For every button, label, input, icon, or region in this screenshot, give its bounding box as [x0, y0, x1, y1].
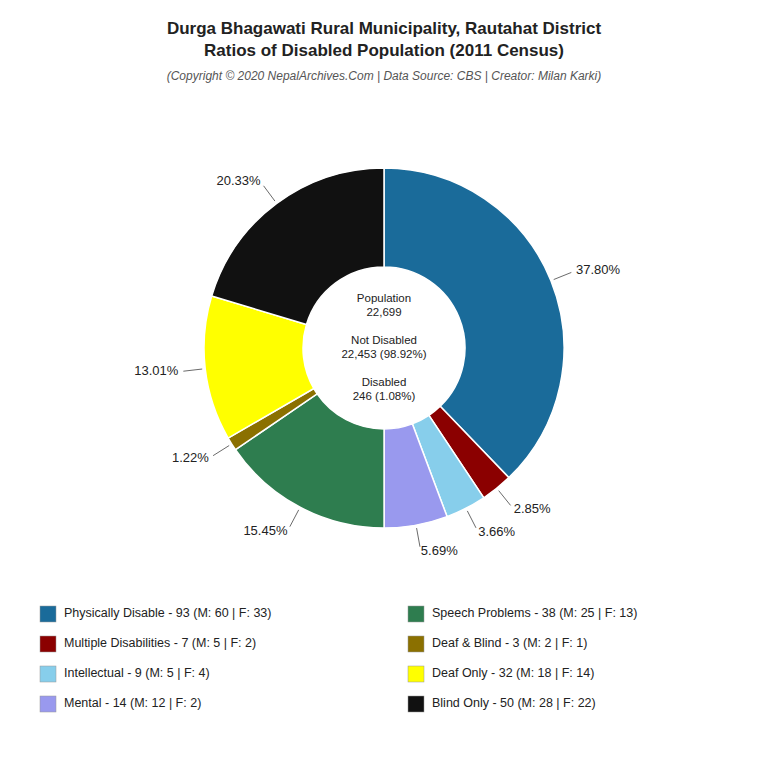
data-label: 5.69%: [421, 543, 458, 558]
legend-swatch: [408, 696, 424, 712]
title: Durga Bhagawati Rural Municipality, Raut…: [167, 19, 602, 60]
background: [0, 0, 768, 768]
data-label: 1.22%: [172, 450, 209, 465]
data-label: 20.33%: [217, 173, 262, 188]
leader-line: [183, 369, 202, 371]
slice-labels: 37.80% 2.85% 3.66% 5.69% 15.45% 1.22% 13.01% 20…: [134, 173, 620, 558]
leader-line: [264, 186, 275, 201]
legend: Physically Disable - 93 (M: 60 | F: 33) M…: [40, 606, 637, 712]
data-label: 2.85%: [514, 501, 551, 516]
leader-line: [499, 491, 511, 506]
legend-swatch: [40, 696, 56, 712]
title-line: Durga Bhagawati Rural Municipality, Raut…: [167, 19, 602, 38]
annotation-line: 22,453 (98.92%): [341, 348, 426, 360]
slice: [384, 424, 447, 528]
chart: Durga Bhagawati Rural Municipality, Raut…: [0, 0, 768, 768]
legend-entry: Physically Disable - 93 (M: 60 | F: 33): [64, 606, 271, 620]
legend-entry: Speech Problems - 38 (M: 25 | F: 13): [432, 606, 637, 620]
legend-swatch: [408, 606, 424, 622]
legend-entry: Multiple Disabilities - 7 (M: 5 | F: 2): [64, 636, 256, 650]
leader-line: [467, 511, 476, 528]
legend-entry: Mental - 14 (M: 12 | F: 2): [64, 696, 201, 710]
data-label: 15.45%: [243, 523, 288, 538]
annotation-line: Disabled: [362, 376, 407, 388]
legend-swatch: [408, 666, 424, 682]
annotation-line: 22,699: [366, 306, 401, 318]
annotation-line: Population: [357, 292, 411, 304]
data-label: 3.66%: [478, 524, 515, 539]
legend-swatch: [40, 606, 56, 622]
data-label: 13.01%: [134, 363, 179, 378]
legend-entry: Intellectual - 9 (M: 5 | F: 4): [64, 666, 210, 680]
annotation-line: 246 (1.08%): [353, 390, 416, 402]
leader-line: [290, 510, 299, 527]
legend-swatch: [408, 636, 424, 652]
annotation-line: Not Disabled: [351, 334, 417, 346]
center-annotation: Population 22,699 Not Disabled 22,453 (98.9…: [341, 292, 426, 402]
legend-swatch: [40, 666, 56, 682]
leader-line: [213, 446, 229, 456]
data-label: 37.80%: [576, 262, 621, 277]
slices: [204, 168, 564, 528]
leader-line: [417, 528, 420, 547]
legend-entry: Deaf Only - 32 (M: 18 | F: 14): [432, 666, 594, 680]
legend-entry: Blind Only - 50 (M: 28 | F: 22): [432, 696, 596, 710]
subtitle: (Copyright © 2020 NepalArchives.Com | Da…: [167, 69, 602, 83]
legend-entry: Deaf & Blind - 3 (M: 2 | F: 1): [432, 636, 587, 650]
leader-line: [554, 272, 572, 279]
title-line: Ratios of Disabled Population (2011 Cens…: [204, 41, 564, 60]
legend-swatch: [40, 636, 56, 652]
